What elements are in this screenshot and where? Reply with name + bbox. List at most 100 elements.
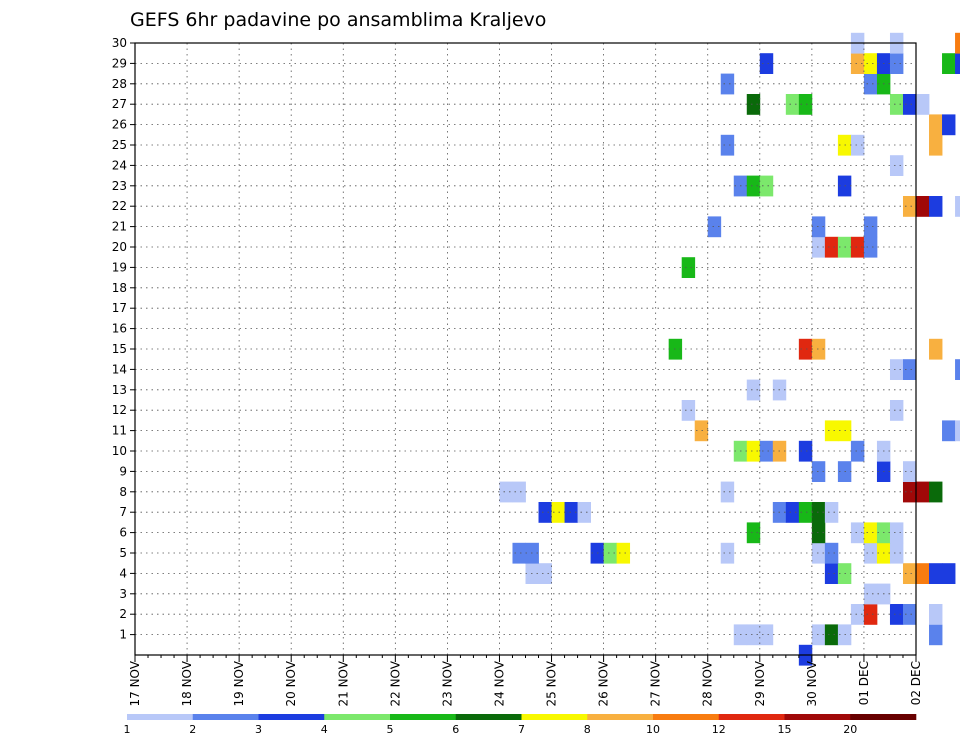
colorbar-swatch — [324, 714, 391, 720]
heatmap-cell — [798, 440, 813, 462]
heatmap-cells — [499, 32, 960, 666]
heatmap-cell — [811, 522, 826, 544]
colorbar-swatch — [587, 714, 654, 720]
x-tick-label: 23 NOV — [440, 660, 454, 706]
y-tick-label: 2 — [119, 607, 127, 621]
heatmap-cell — [746, 94, 761, 115]
heatmap-cell — [902, 481, 917, 503]
x-tick-label: 21 NOV — [336, 660, 350, 706]
heatmap-cell — [694, 420, 709, 442]
y-tick-label: 10 — [112, 444, 127, 458]
grid-lines — [135, 42, 916, 655]
heatmap-cell — [863, 236, 878, 258]
heatmap-cell — [889, 522, 904, 544]
heatmap-cell — [707, 216, 722, 238]
y-tick-label: 13 — [112, 383, 127, 397]
colorbar-legend: 1 2 3 4 5 6 7 8 10 12 15 20 — [124, 714, 917, 736]
x-axis: 17 NOV 18 NOV 19 NOV 20 NOV 21 NOV 22 NOV 23 N… — [128, 655, 923, 707]
heatmap-cell — [863, 583, 878, 605]
heatmap-cell — [746, 522, 761, 544]
heatmap-cell — [577, 502, 591, 523]
y-tick-label: 17 — [112, 301, 127, 315]
y-tick-label: 12 — [112, 403, 127, 417]
x-tick-label: 27 NOV — [649, 660, 663, 706]
heatmap-cell — [902, 359, 917, 380]
heatmap-cell — [538, 563, 552, 584]
colorbar-swatch — [653, 714, 720, 720]
x-tick-label: 17 NOV — [128, 660, 142, 706]
x-tick-label: 22 NOV — [388, 660, 402, 706]
colorbar-swatch — [455, 714, 522, 720]
heatmap-cell — [811, 216, 826, 238]
heatmap-cell — [759, 53, 774, 74]
y-axis: 1234567891011121314151617181920212223242… — [112, 36, 135, 642]
y-tick-label: 8 — [119, 485, 127, 499]
x-tick-label: 26 NOV — [597, 660, 611, 706]
heatmap-cell — [746, 379, 761, 401]
heatmap-cell — [499, 481, 513, 503]
colorbar-label: 6 — [452, 723, 459, 736]
y-tick-label: 28 — [112, 77, 127, 91]
colorbar-label: 7 — [518, 723, 525, 736]
heatmap-cell — [681, 400, 696, 421]
heatmap-cell — [811, 542, 826, 564]
y-tick-label: 9 — [119, 464, 127, 478]
y-tick-label: 25 — [112, 138, 127, 152]
heatmap-cell — [889, 94, 904, 115]
heatmap-cell — [551, 502, 565, 523]
heatmap-cell — [824, 502, 839, 523]
heatmap-cell — [863, 216, 878, 238]
x-tick-label: 29 NOV — [753, 660, 767, 706]
heatmap-cell — [824, 236, 839, 258]
heatmap-cell — [850, 134, 865, 156]
heatmap-cell — [929, 604, 943, 625]
heatmap-cell — [929, 114, 943, 136]
heatmap-cell — [681, 257, 696, 278]
y-tick-label: 4 — [119, 566, 127, 580]
heatmap-cell — [811, 338, 826, 360]
heatmap-cell — [929, 196, 943, 217]
heatmap-cell — [955, 196, 960, 217]
heatmap-cell — [942, 563, 956, 584]
x-tick-label: 18 NOV — [180, 660, 194, 706]
heatmap-cell — [902, 563, 917, 584]
y-tick-label: 24 — [112, 158, 127, 172]
y-tick-label: 22 — [112, 199, 127, 213]
y-tick-label: 29 — [112, 56, 127, 70]
colorbar-label: 20 — [843, 723, 857, 736]
y-tick-label: 14 — [112, 362, 127, 376]
heatmap-cell — [811, 461, 826, 482]
heatmap-cell — [759, 440, 774, 462]
y-tick-label: 15 — [112, 342, 127, 356]
heatmap-cell — [863, 73, 878, 95]
heatmap-cell — [916, 94, 930, 115]
heatmap-cell — [746, 624, 761, 646]
x-tick-label: 30 NOV — [805, 660, 819, 706]
y-tick-label: 26 — [112, 118, 127, 132]
heatmap-cell — [720, 542, 735, 564]
heatmap-cell — [850, 604, 865, 625]
colorbar-label: 2 — [189, 723, 196, 736]
heatmap-cell — [616, 542, 631, 564]
heatmap-cell — [850, 53, 865, 74]
colorbar-swatch — [850, 714, 917, 720]
colorbar-swatch — [521, 714, 588, 720]
heatmap-cell — [942, 420, 956, 442]
heatmap-cell — [902, 94, 917, 115]
colorbar-label: 8 — [584, 723, 591, 736]
heatmap-cell — [512, 542, 526, 564]
x-tick-label: 02 DEC — [909, 661, 923, 705]
heatmap-cell — [955, 32, 960, 54]
heatmap-cell — [798, 94, 813, 115]
heatmap-cell — [720, 73, 735, 95]
y-tick-label: 7 — [119, 505, 127, 519]
x-tick-label: 25 NOV — [545, 660, 559, 706]
y-tick-label: 21 — [112, 220, 127, 234]
heatmap-cell — [929, 563, 943, 584]
colorbar-swatch — [258, 714, 325, 720]
colorbar-label: 3 — [255, 723, 262, 736]
heatmap-cell — [929, 134, 943, 156]
y-tick-label: 23 — [112, 179, 127, 193]
heatmap-cell — [889, 604, 904, 625]
heatmap-cell — [902, 196, 917, 217]
